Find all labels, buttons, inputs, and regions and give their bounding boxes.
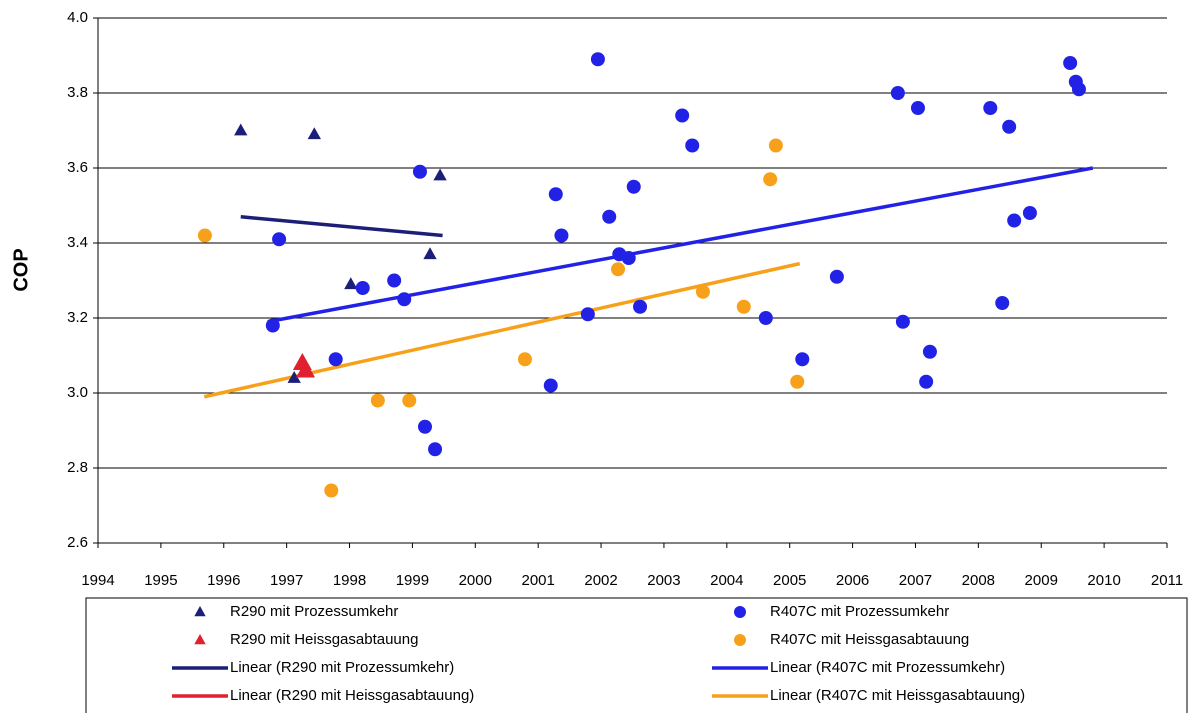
point [685, 138, 700, 153]
point [272, 232, 287, 247]
point [768, 138, 783, 153]
point [517, 352, 532, 367]
point [370, 393, 385, 408]
point [790, 374, 805, 389]
point [548, 187, 563, 202]
x-tick-label: 2007 [899, 572, 932, 589]
point [1002, 119, 1017, 134]
point [695, 284, 710, 299]
y-tick-label: 2.6 [67, 534, 88, 551]
x-tick-label: 2009 [1025, 572, 1058, 589]
point [1007, 213, 1022, 228]
x-tick-label: 2011 [1151, 572, 1183, 589]
point [397, 292, 412, 307]
legend-marker [194, 634, 206, 645]
point [611, 262, 626, 277]
point [626, 179, 641, 194]
point [763, 172, 778, 187]
point [829, 269, 844, 284]
legend-marker [734, 634, 746, 646]
point [324, 483, 339, 498]
point [736, 299, 751, 314]
point [543, 378, 558, 393]
legend-label: R407C mit Heissgasabtauung [770, 631, 969, 648]
y-tick-label: 3.0 [67, 384, 88, 401]
point [795, 352, 810, 367]
legend-label: Linear (R290 mit Prozessumkehr) [230, 659, 454, 676]
point [983, 101, 998, 115]
point [995, 296, 1010, 310]
x-tick-label: 2010 [1087, 572, 1120, 589]
point [1022, 206, 1037, 220]
point [580, 307, 595, 322]
y-tick-label: 3.8 [67, 84, 88, 101]
x-tick-label: 2005 [773, 572, 806, 589]
legend-label: Linear (R407C mit Heissgasabtauung) [770, 687, 1025, 704]
trend-line [267, 166, 1094, 324]
y-tick-label: 3.2 [67, 309, 88, 326]
legend-marker [734, 606, 746, 618]
point [1063, 56, 1078, 70]
y-axis-label: COP [10, 248, 32, 291]
x-tick-label: 2001 [521, 572, 554, 589]
point [554, 228, 569, 243]
point [344, 277, 358, 290]
point [433, 168, 447, 181]
point [621, 251, 636, 265]
point [402, 393, 417, 408]
point [895, 314, 910, 329]
legend-label: Linear (R407C mit Prozessumkehr) [770, 659, 1005, 676]
point [296, 360, 316, 378]
point [675, 108, 690, 123]
point [287, 371, 301, 383]
point [423, 247, 437, 260]
legend-label: R407C mit Prozessumkehr [770, 603, 949, 620]
point [922, 344, 937, 359]
x-tick-label: 2004 [710, 572, 743, 589]
y-tick-label: 3.4 [67, 234, 88, 251]
x-tick-label: 2003 [647, 572, 680, 589]
x-tick-label: 2002 [584, 572, 617, 589]
y-tick-label: 2.8 [67, 459, 88, 476]
point [602, 209, 617, 224]
x-tick-label: 1998 [333, 572, 366, 589]
point [1071, 82, 1086, 97]
point [387, 273, 402, 288]
x-tick-label: 1995 [144, 572, 177, 589]
x-tick-label: 2008 [962, 572, 995, 589]
y-tick-label: 3.6 [67, 159, 88, 176]
point [234, 123, 248, 136]
y-tick-label: 4.0 [67, 9, 88, 26]
point [890, 86, 905, 100]
point [919, 374, 934, 389]
legend-label: R290 mit Prozessumkehr [230, 603, 398, 620]
point [417, 419, 432, 434]
x-tick-label: 2000 [459, 572, 492, 589]
point [412, 164, 427, 179]
x-tick-label: 1994 [81, 572, 114, 589]
point [328, 352, 343, 367]
x-tick-label: 1999 [396, 572, 429, 589]
legend-label: Linear (R290 mit Heissgasabtauung) [230, 687, 474, 704]
x-tick-label: 1996 [207, 572, 240, 589]
x-tick-label: 2006 [836, 572, 869, 589]
point [355, 281, 370, 295]
point [590, 52, 605, 67]
x-tick-label: 1997 [270, 572, 303, 589]
point [758, 311, 773, 325]
point [633, 299, 648, 314]
legend-marker [194, 606, 206, 617]
point [910, 101, 925, 115]
trend-line [240, 215, 443, 238]
point [307, 127, 321, 140]
point [265, 318, 280, 333]
legend-label: R290 mit Heissgasabtauung [230, 631, 418, 648]
legend-box [85, 597, 1188, 713]
point [197, 228, 212, 243]
point [428, 442, 443, 457]
